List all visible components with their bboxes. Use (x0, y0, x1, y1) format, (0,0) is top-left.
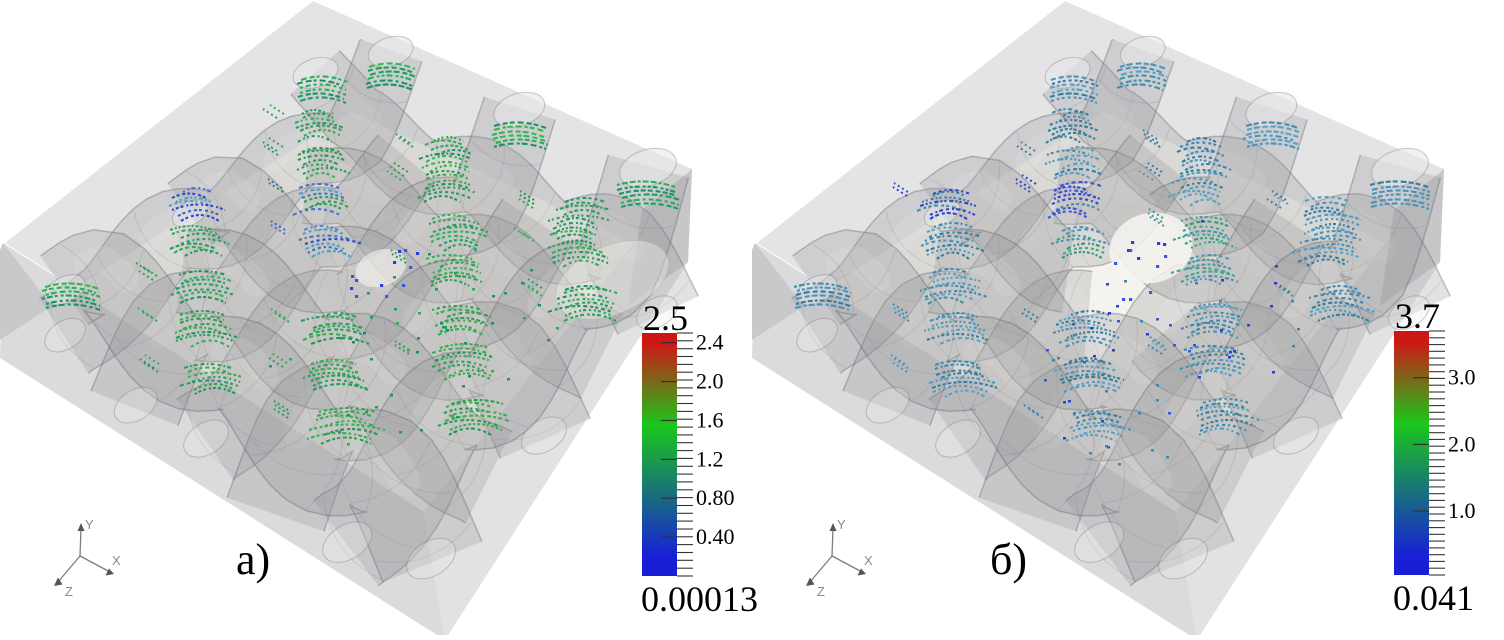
svg-text:3.0: 3.0 (1448, 365, 1476, 390)
svg-text:X: X (112, 553, 121, 568)
svg-text:Y: Y (85, 517, 94, 532)
svg-text:X: X (864, 553, 873, 568)
svg-text:2.5: 2.5 (643, 298, 688, 338)
svg-text:1.2: 1.2 (696, 446, 724, 471)
svg-text:0.041: 0.041 (1393, 578, 1474, 618)
svg-text:1.6: 1.6 (696, 408, 724, 433)
svg-text:Y: Y (837, 517, 846, 532)
svg-text:а): а) (236, 535, 270, 584)
svg-text:2.0: 2.0 (1448, 431, 1476, 456)
svg-text:2.0: 2.0 (696, 369, 724, 394)
svg-text:Z: Z (65, 584, 73, 599)
svg-text:0.80: 0.80 (696, 485, 735, 510)
svg-text:0.00013: 0.00013 (641, 579, 758, 619)
svg-text:2.4: 2.4 (696, 330, 724, 355)
svg-text:3.7: 3.7 (1395, 296, 1440, 336)
svg-text:0.40: 0.40 (696, 524, 735, 549)
svg-text:Z: Z (817, 584, 825, 599)
svg-text:1.0: 1.0 (1448, 498, 1476, 523)
svg-text:б): б) (990, 535, 1027, 584)
